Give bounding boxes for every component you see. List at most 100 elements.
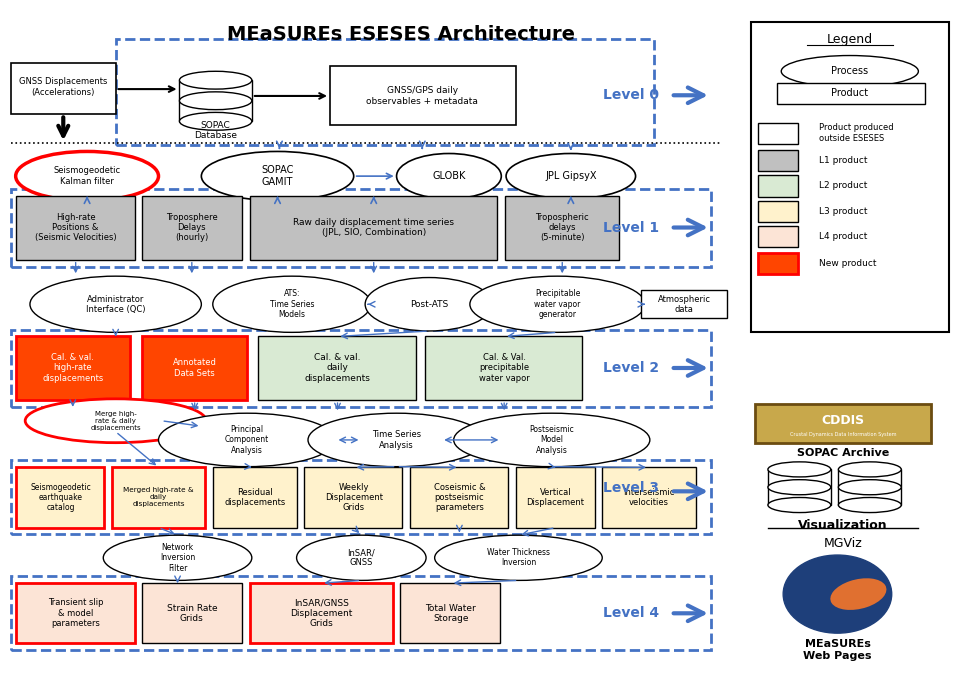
Text: MEaSUREs ESESES Architecture: MEaSUREs ESESES Architecture [227,25,575,44]
Text: Process: Process [831,66,868,76]
Ellipse shape [25,399,206,442]
Bar [112,467,205,528]
Ellipse shape [768,462,831,477]
Bar [250,583,393,643]
Ellipse shape [396,153,501,199]
Bar [758,226,798,248]
Ellipse shape [454,413,649,466]
FancyArrowPatch shape [673,605,704,621]
Ellipse shape [830,579,886,610]
Text: Seismogeodetic
Kalman filter: Seismogeodetic Kalman filter [53,166,120,186]
Text: Atmospheric
data: Atmospheric data [658,294,711,314]
Text: SOPAC
GAMIT: SOPAC GAMIT [262,165,294,187]
Text: Vertical
Displacement: Vertical Displacement [526,488,584,507]
Ellipse shape [838,497,902,513]
Text: Level 1: Level 1 [604,221,659,235]
Text: L1 product: L1 product [819,156,868,165]
Ellipse shape [159,413,335,466]
Bar [142,196,243,259]
Text: Annotated
Data Sets: Annotated Data Sets [173,358,217,378]
Ellipse shape [435,535,603,581]
Text: Cal. & val.
high-rate
displacements: Cal. & val. high-rate displacements [42,353,103,383]
Text: Coseismic &
postseismic
parameters: Coseismic & postseismic parameters [434,482,485,513]
Text: Level 0: Level 0 [604,88,659,103]
Text: JPL GipsyX: JPL GipsyX [545,171,597,181]
Bar [758,253,798,274]
Ellipse shape [297,535,426,581]
Ellipse shape [308,413,485,466]
Text: MEaSUREs
Web Pages: MEaSUREs Web Pages [803,639,872,661]
Text: Precipitable
water vapor
generator: Precipitable water vapor generator [534,290,581,319]
Text: ATS:
Time Series
Models: ATS: Time Series Models [269,290,314,319]
Bar [758,122,798,144]
Text: InSAR/GNSS
Displacement
Grids: InSAR/GNSS Displacement Grids [290,599,352,628]
Text: Weekly
Displacement
Grids: Weekly Displacement Grids [325,482,383,513]
Text: Product: Product [831,88,868,98]
Ellipse shape [202,151,353,201]
Text: GNSS/GPS daily
observables + metadata: GNSS/GPS daily observables + metadata [367,86,478,106]
Bar [329,67,516,125]
Ellipse shape [30,276,202,332]
Bar [142,336,247,400]
Text: High-rate
Positions &
(Seismic Velocities): High-rate Positions & (Seismic Velocitie… [34,213,117,242]
Text: Interseismic
velocities: Interseismic velocities [624,488,674,507]
Text: Total Water
Storage: Total Water Storage [426,603,477,623]
Ellipse shape [15,151,159,201]
Bar [400,583,500,643]
Ellipse shape [180,92,252,109]
Bar [505,196,620,259]
Ellipse shape [470,276,645,332]
Bar [15,196,135,259]
Ellipse shape [365,277,493,331]
Bar [180,80,252,121]
Ellipse shape [506,153,636,199]
Bar [250,196,498,259]
Text: Transient slip
& model
parameters: Transient slip & model parameters [48,599,103,628]
Text: InSAR/
GNSS: InSAR/ GNSS [348,548,375,568]
Ellipse shape [838,480,902,495]
Bar [15,336,130,400]
Text: L4 product: L4 product [819,232,868,241]
Ellipse shape [180,72,252,89]
Bar [758,150,798,171]
Text: SOPAC
Database: SOPAC Database [194,120,237,140]
Text: L3 product: L3 product [819,206,868,215]
Bar [641,290,727,318]
Text: Cal. & val.
daily
displacements: Cal. & val. daily displacements [305,353,371,383]
Text: Tropospheric
delays
(5-minute): Tropospheric delays (5-minute) [536,213,589,242]
Text: SOPAC Archive: SOPAC Archive [797,448,889,458]
Text: Cal. & Val.
precipitable
water vapor: Cal. & Val. precipitable water vapor [478,353,529,383]
Ellipse shape [213,276,371,332]
Ellipse shape [180,112,252,130]
Bar [11,63,116,114]
Text: Post-ATS: Post-ATS [410,300,448,309]
Bar [142,583,243,643]
Ellipse shape [768,480,831,495]
Text: Level 3: Level 3 [604,481,659,495]
Text: GLOBK: GLOBK [433,171,466,181]
Ellipse shape [768,497,831,513]
Text: Raw daily displacement time series
(JPL, SIO, Combination): Raw daily displacement time series (JPL,… [293,218,455,237]
Text: CDDIS: CDDIS [821,414,864,427]
Text: Troposphere
Delays
(hourly): Troposphere Delays (hourly) [166,213,218,242]
Text: L2 product: L2 product [819,181,868,190]
Text: Seismogeodetic
earthquake
catalog: Seismogeodetic earthquake catalog [30,482,91,513]
FancyArrowPatch shape [673,361,704,376]
Text: MGViz: MGViz [824,537,862,550]
Bar [751,22,949,332]
Text: Residual
displacements: Residual displacements [224,488,286,507]
Bar [259,336,415,400]
Bar [516,467,595,528]
Text: Time Series
Analysis: Time Series Analysis [372,430,421,450]
Text: Level 4: Level 4 [604,606,659,621]
FancyArrowPatch shape [673,87,704,103]
Bar [15,583,135,643]
Text: Merge high-
rate & daily
displacements: Merge high- rate & daily displacements [91,411,141,431]
Bar [758,201,798,222]
Bar [425,336,583,400]
Bar [777,83,925,104]
Text: Network
Inversion
Filter: Network Inversion Filter [159,543,195,572]
Bar [754,404,931,443]
Text: Product produced
outside ESESES: Product produced outside ESESES [819,123,894,142]
Bar [15,467,104,528]
